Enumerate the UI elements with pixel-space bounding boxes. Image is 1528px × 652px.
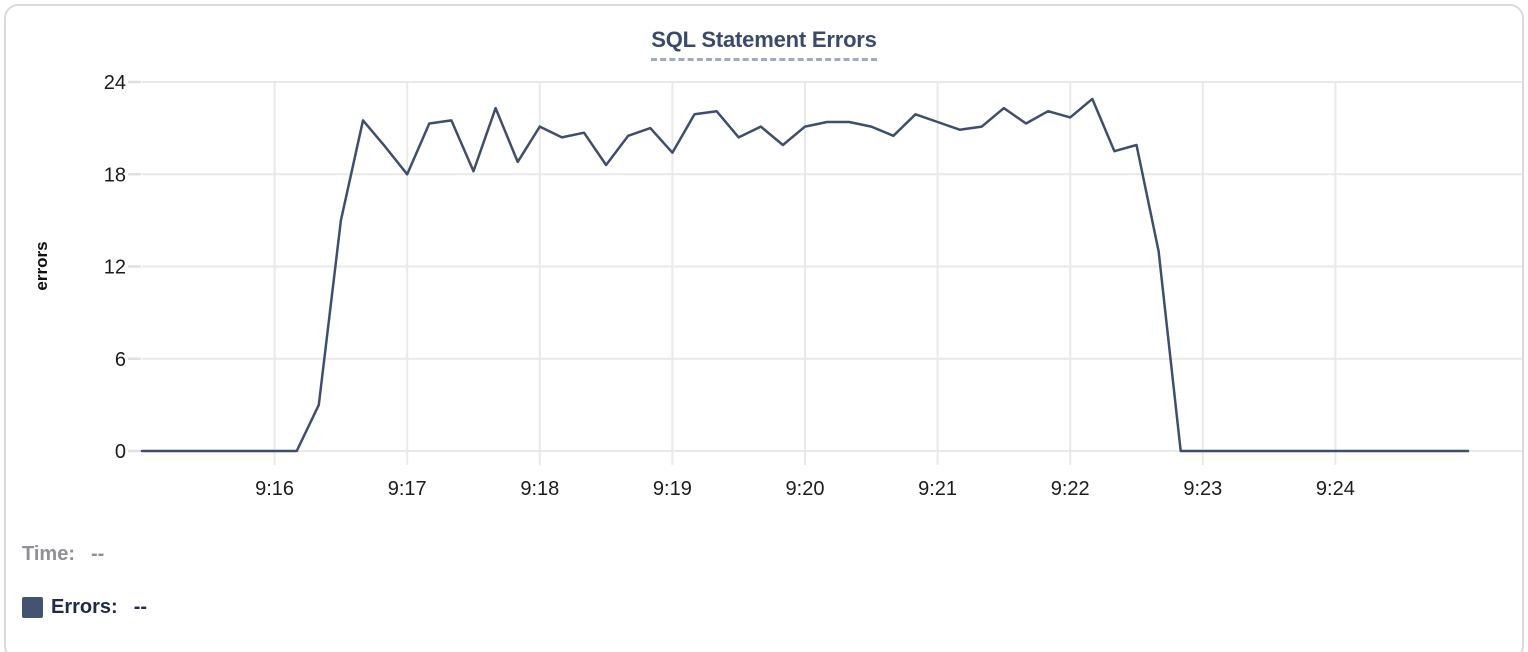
x-tick-label: 9:18 (520, 478, 559, 500)
errors-legend-swatch-icon[interactable] (22, 597, 43, 618)
chart-card (4, 4, 1524, 652)
legend-time-row: Time: -- (22, 543, 104, 566)
y-tick-label: 0 (115, 441, 126, 463)
legend-errors-row[interactable]: Errors: -- (22, 596, 147, 619)
x-tick-label: 9:20 (786, 478, 825, 500)
legend-errors-value: -- (133, 596, 148, 618)
legend-time-label: Time: (22, 543, 75, 565)
x-tick-label: 9:16 (255, 478, 294, 500)
x-tick-label: 9:23 (1183, 478, 1222, 500)
sql-statement-errors-chart[interactable]: 0 6 12 18 24 9:16 9:17 9:18 9:19 9:20 9:21 9:22 9:23… (0, 0, 1528, 512)
y-axis-title: errors (32, 241, 51, 290)
y-tick-label: 12 (104, 257, 126, 279)
legend-time-value: -- (90, 543, 105, 565)
errors-data-line (140, 97, 1470, 453)
x-tick-label: 9:17 (388, 478, 427, 500)
y-tick-label: 6 (115, 349, 126, 371)
x-tick-label: 9:22 (1051, 478, 1090, 500)
chart-title[interactable]: SQL Statement Errors (651, 27, 877, 61)
y-tick-label: 24 (104, 72, 126, 94)
x-tick-label: 9:19 (653, 478, 692, 500)
y-tick-label: 18 (104, 164, 126, 186)
x-tick-label: 9:21 (918, 478, 957, 500)
x-tick-label: 9:24 (1316, 478, 1355, 500)
legend-errors-label: Errors: (51, 596, 118, 618)
chart-title-container: SQL Statement Errors (0, 27, 1528, 61)
